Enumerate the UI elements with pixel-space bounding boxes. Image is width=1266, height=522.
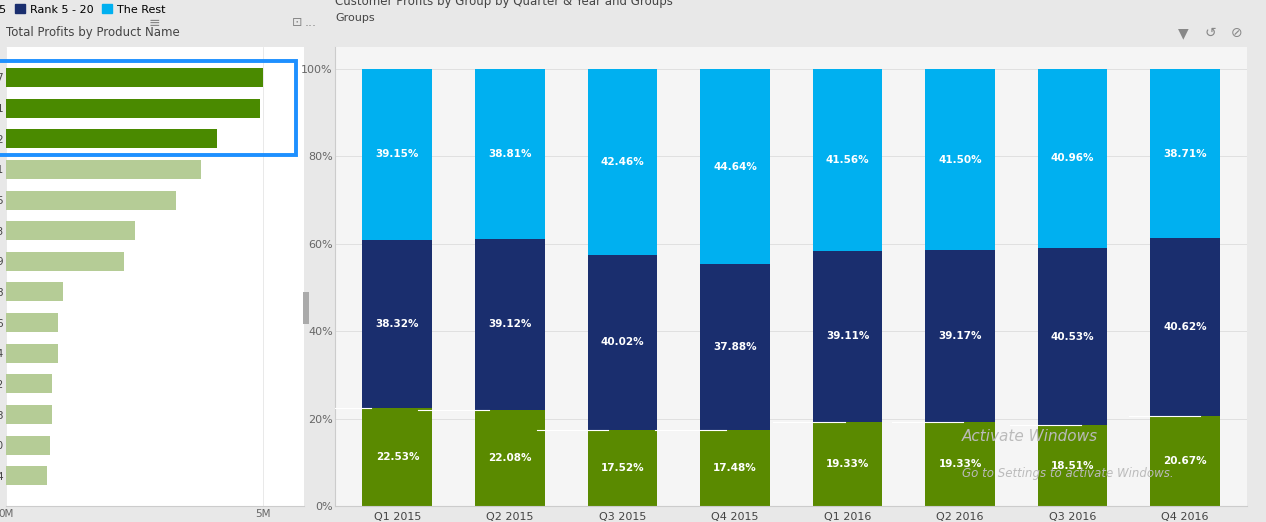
- Text: 39.12%: 39.12%: [489, 319, 532, 329]
- Bar: [6, 374, 52, 394]
- Bar: [6, 68, 263, 87]
- Text: 19.33%: 19.33%: [938, 459, 981, 469]
- Bar: [6, 436, 49, 455]
- Text: 18.51%: 18.51%: [1051, 461, 1094, 471]
- Bar: [6, 405, 52, 424]
- Text: ...: ...: [304, 16, 316, 29]
- Bar: [1151, 238, 1220, 416]
- Text: 38.81%: 38.81%: [489, 149, 532, 159]
- Text: Groups: Groups: [335, 13, 375, 23]
- Text: ⊡: ⊡: [292, 16, 303, 29]
- Text: ▼: ▼: [1179, 26, 1189, 40]
- Bar: [1151, 416, 1220, 506]
- Bar: [475, 410, 544, 506]
- Bar: [813, 251, 882, 422]
- Bar: [700, 69, 770, 264]
- Text: ↺: ↺: [1204, 26, 1217, 40]
- Bar: [6, 191, 176, 209]
- Text: 20.67%: 20.67%: [1163, 456, 1206, 466]
- Text: 17.52%: 17.52%: [600, 463, 644, 473]
- Bar: [1151, 69, 1220, 238]
- Bar: [6, 313, 58, 332]
- Bar: [6, 467, 47, 485]
- Bar: [700, 264, 770, 430]
- Text: ⊘: ⊘: [1231, 26, 1243, 40]
- Bar: [587, 69, 657, 255]
- Text: 44.64%: 44.64%: [713, 161, 757, 172]
- Bar: [6, 282, 63, 302]
- Text: 39.11%: 39.11%: [825, 331, 870, 341]
- Text: Go to Settings to activate Windows.: Go to Settings to activate Windows.: [962, 467, 1174, 480]
- Bar: [6, 344, 58, 363]
- Text: Activate Windows: Activate Windows: [962, 429, 1099, 444]
- Text: 39.17%: 39.17%: [938, 331, 982, 341]
- Bar: [6, 252, 124, 271]
- Text: 37.88%: 37.88%: [713, 342, 757, 352]
- Bar: [587, 430, 657, 506]
- Bar: [1038, 425, 1108, 506]
- Bar: [925, 69, 995, 251]
- Bar: [362, 240, 432, 408]
- Text: 38.32%: 38.32%: [376, 319, 419, 329]
- Bar: [925, 251, 995, 422]
- Text: 40.02%: 40.02%: [600, 337, 644, 347]
- Text: 41.56%: 41.56%: [825, 155, 870, 165]
- Text: 40.53%: 40.53%: [1051, 331, 1094, 342]
- Text: 39.15%: 39.15%: [376, 149, 419, 160]
- Text: 22.53%: 22.53%: [376, 452, 419, 462]
- Bar: [587, 255, 657, 430]
- Text: 40.62%: 40.62%: [1163, 322, 1206, 332]
- Bar: [813, 69, 882, 251]
- Text: 17.48%: 17.48%: [713, 463, 757, 473]
- Bar: [475, 69, 544, 239]
- Text: 19.33%: 19.33%: [825, 459, 870, 469]
- Bar: [6, 129, 216, 148]
- Bar: [700, 430, 770, 506]
- Bar: [813, 422, 882, 506]
- Bar: [362, 408, 432, 506]
- Text: 40.96%: 40.96%: [1051, 153, 1094, 163]
- Text: Customer Profits by Group by Quarter & Year and Groups: Customer Profits by Group by Quarter & Y…: [335, 0, 674, 8]
- Text: Total Profits by Product Name: Total Profits by Product Name: [6, 26, 180, 39]
- Bar: [362, 69, 432, 240]
- Bar: [1038, 248, 1108, 425]
- Text: 41.50%: 41.50%: [938, 155, 982, 164]
- Bar: [475, 239, 544, 410]
- Text: 38.71%: 38.71%: [1163, 149, 1206, 159]
- Text: 22.08%: 22.08%: [489, 453, 532, 463]
- Bar: [1038, 69, 1108, 248]
- Bar: [6, 99, 261, 117]
- Text: ≡: ≡: [148, 16, 161, 30]
- Bar: [925, 422, 995, 506]
- Legend: Top 5, Rank 5 - 20, The Rest: Top 5, Rank 5 - 20, The Rest: [0, 0, 170, 19]
- Bar: [6, 160, 201, 179]
- Text: 42.46%: 42.46%: [600, 157, 644, 167]
- Bar: [6, 221, 134, 240]
